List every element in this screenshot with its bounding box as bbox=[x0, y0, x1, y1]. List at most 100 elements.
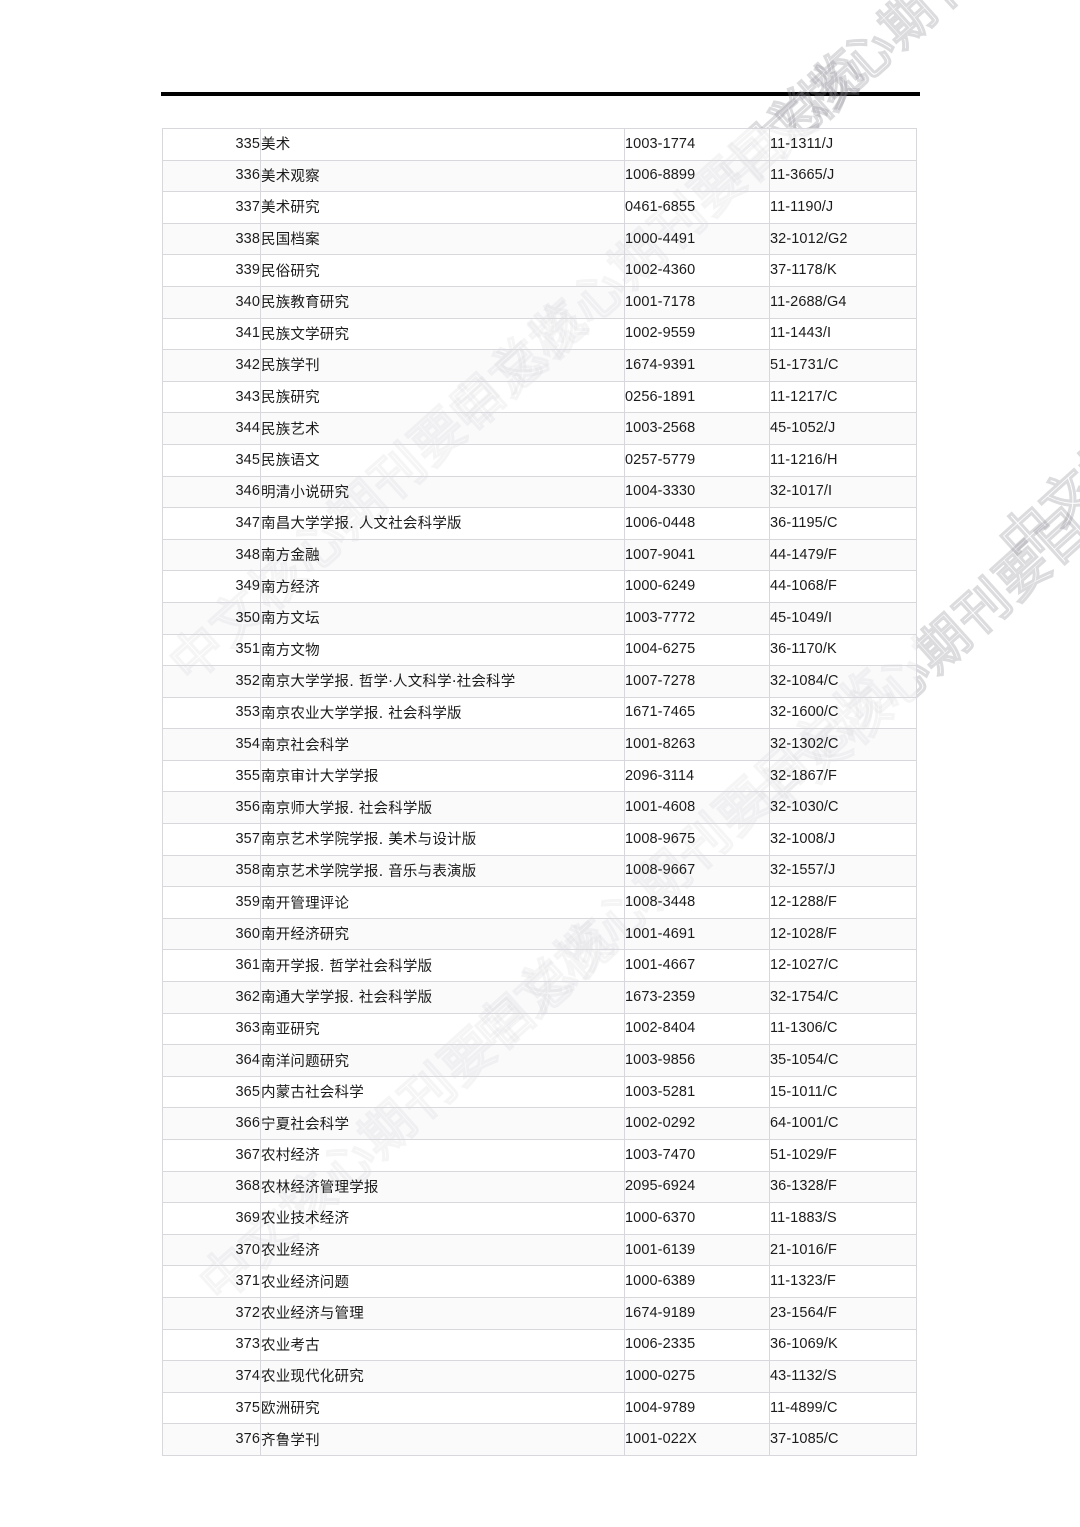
issn-cell: 1008-9675 bbox=[624, 823, 770, 856]
table-row: 360 南开经济研究 1001-4691 12-1028/F bbox=[162, 917, 917, 951]
journal-title-cell: 民族研究 bbox=[260, 380, 625, 414]
issn-cell: 1007-9041 bbox=[624, 538, 770, 572]
journal-title-cell: 南方经济 bbox=[260, 570, 625, 603]
table-row: 352 南京大学学报. 哲学·人文科学·社会科学 1007-7278 32-1084/… bbox=[162, 665, 917, 698]
issn-cell: 1004-9789 bbox=[624, 1391, 770, 1425]
cn-code-cell: 11-3665/J bbox=[769, 159, 917, 193]
row-number-cell: 340 bbox=[162, 285, 261, 319]
journal-title-cell: 民族学刊 bbox=[260, 349, 625, 382]
cn-code-cell: 44-1068/F bbox=[769, 570, 917, 603]
table-row: 351 南方文物 1004-6275 36-1170/K bbox=[162, 633, 917, 667]
row-number-cell: 349 bbox=[162, 570, 261, 603]
journal-title-cell: 南昌大学学报. 人文社会科学版 bbox=[260, 507, 625, 540]
row-number-cell: 360 bbox=[162, 917, 261, 951]
journal-title-cell: 内蒙古社会科学 bbox=[260, 1075, 625, 1109]
issn-cell: 1006-8899 bbox=[624, 159, 770, 193]
table-row: 339 民俗研究 1002-4360 37-1178/K bbox=[162, 254, 917, 287]
row-number-cell: 358 bbox=[162, 854, 261, 888]
issn-cell: 1008-3448 bbox=[624, 886, 770, 919]
row-number-cell: 367 bbox=[162, 1139, 261, 1172]
journal-title-cell: 民俗研究 bbox=[260, 254, 625, 287]
issn-cell: 1001-7178 bbox=[624, 285, 770, 319]
cn-code-cell: 44-1479/F bbox=[769, 538, 917, 572]
cn-code-cell: 12-1027/C bbox=[769, 949, 917, 983]
table-row: 343 民族研究 0256-1891 11-1217/C bbox=[162, 380, 917, 414]
cn-code-cell: 32-1302/C bbox=[769, 728, 917, 761]
journal-title-cell: 农业经济问题 bbox=[260, 1265, 625, 1298]
journal-title-cell: 农村经济 bbox=[260, 1139, 625, 1172]
table-row: 369 农业技术经济 1000-6370 11-1883/S bbox=[162, 1202, 917, 1235]
journal-title-cell: 美术研究 bbox=[260, 191, 625, 224]
journal-title-cell: 南京审计大学学报 bbox=[260, 759, 625, 793]
issn-cell: 1001-022X bbox=[624, 1423, 770, 1456]
journal-title-cell: 农业经济与管理 bbox=[260, 1296, 625, 1330]
journal-title-cell: 南亚研究 bbox=[260, 1012, 625, 1046]
table-row: 372 农业经济与管理 1674-9189 23-1564/F bbox=[162, 1296, 917, 1330]
row-number-cell: 368 bbox=[162, 1170, 261, 1204]
journal-list-table: 335 美术 1003-1774 11-1311/J 336 美术观察 1006-8899 1… bbox=[162, 128, 917, 1456]
journal-title-cell: 南京农业大学学报. 社会科学版 bbox=[260, 696, 625, 730]
journal-title-cell: 南开学报. 哲学社会科学版 bbox=[260, 949, 625, 983]
row-number-cell: 335 bbox=[162, 128, 261, 161]
journal-title-cell: 农业技术经济 bbox=[260, 1202, 625, 1235]
journal-title-cell: 农林经济管理学报 bbox=[260, 1170, 625, 1204]
row-number-cell: 370 bbox=[162, 1233, 261, 1267]
journal-title-cell: 齐鲁学刊 bbox=[260, 1423, 625, 1456]
issn-cell: 1000-6249 bbox=[624, 570, 770, 603]
issn-cell: 1008-9667 bbox=[624, 854, 770, 888]
cn-code-cell: 51-1731/C bbox=[769, 349, 917, 382]
row-number-cell: 345 bbox=[162, 443, 261, 477]
cn-code-cell: 36-1195/C bbox=[769, 507, 917, 540]
table-row: 376 齐鲁学刊 1001-022X 37-1085/C bbox=[162, 1423, 917, 1456]
journal-title-cell: 南京大学学报. 哲学·人文科学·社会科学 bbox=[260, 665, 625, 698]
table-row: 344 民族艺术 1003-2568 45-1052/J bbox=[162, 412, 917, 445]
row-number-cell: 372 bbox=[162, 1296, 261, 1330]
cn-code-cell: 32-1084/C bbox=[769, 665, 917, 698]
journal-title-cell: 民国档案 bbox=[260, 222, 625, 256]
journal-title-cell: 南方金融 bbox=[260, 538, 625, 572]
cn-code-cell: 32-1754/C bbox=[769, 981, 917, 1014]
issn-cell: 1674-9391 bbox=[624, 349, 770, 382]
row-number-cell: 376 bbox=[162, 1423, 261, 1456]
cn-code-cell: 11-1323/F bbox=[769, 1265, 917, 1298]
cn-code-cell: 32-1008/J bbox=[769, 823, 917, 856]
header-rule bbox=[161, 92, 920, 96]
row-number-cell: 375 bbox=[162, 1391, 261, 1425]
cn-code-cell: 36-1069/K bbox=[769, 1328, 917, 1362]
table-row: 362 南通大学学报. 社会科学版 1673-2359 32-1754/C bbox=[162, 981, 917, 1014]
issn-cell: 1003-9856 bbox=[624, 1044, 770, 1077]
cn-code-cell: 32-1867/F bbox=[769, 759, 917, 793]
table-row: 355 南京审计大学学报 2096-3114 32-1867/F bbox=[162, 759, 917, 793]
table-row: 345 民族语文 0257-5779 11-1216/H bbox=[162, 443, 917, 477]
table-row: 371 农业经济问题 1000-6389 11-1323/F bbox=[162, 1265, 917, 1298]
journal-title-cell: 南洋问题研究 bbox=[260, 1044, 625, 1077]
journal-list-table-container: 335 美术 1003-1774 11-1311/J 336 美术观察 1006-8899 1… bbox=[162, 128, 917, 1456]
table-row: 367 农村经济 1003-7470 51-1029/F bbox=[162, 1139, 917, 1172]
cn-code-cell: 11-1883/S bbox=[769, 1202, 917, 1235]
cn-code-cell: 11-2688/G4 bbox=[769, 285, 917, 319]
table-row: 347 南昌大学学报. 人文社会科学版 1006-0448 36-1195/C bbox=[162, 507, 917, 540]
journal-title-cell: 明清小说研究 bbox=[260, 475, 625, 509]
cn-code-cell: 11-1306/C bbox=[769, 1012, 917, 1046]
issn-cell: 1003-5281 bbox=[624, 1075, 770, 1109]
issn-cell: 1003-2568 bbox=[624, 412, 770, 445]
cn-code-cell: 11-4899/C bbox=[769, 1391, 917, 1425]
row-number-cell: 351 bbox=[162, 633, 261, 667]
table-row: 361 南开学报. 哲学社会科学版 1001-4667 12-1027/C bbox=[162, 949, 917, 983]
issn-cell: 2096-3114 bbox=[624, 759, 770, 793]
cn-code-cell: 11-1216/H bbox=[769, 443, 917, 477]
journal-title-cell: 南京师大学报. 社会科学版 bbox=[260, 791, 625, 825]
issn-cell: 1000-4491 bbox=[624, 222, 770, 256]
cn-code-cell: 43-1132/S bbox=[769, 1360, 917, 1393]
row-number-cell: 373 bbox=[162, 1328, 261, 1362]
row-number-cell: 365 bbox=[162, 1075, 261, 1109]
journal-title-cell: 南京社会科学 bbox=[260, 728, 625, 761]
cn-code-cell: 11-1217/C bbox=[769, 380, 917, 414]
issn-cell: 1002-8404 bbox=[624, 1012, 770, 1046]
issn-cell: 1003-7772 bbox=[624, 601, 770, 635]
journal-title-cell: 民族语文 bbox=[260, 443, 625, 477]
journal-title-cell: 南开经济研究 bbox=[260, 917, 625, 951]
table-row: 350 南方文坛 1003-7772 45-1049/I bbox=[162, 601, 917, 635]
row-number-cell: 342 bbox=[162, 349, 261, 382]
